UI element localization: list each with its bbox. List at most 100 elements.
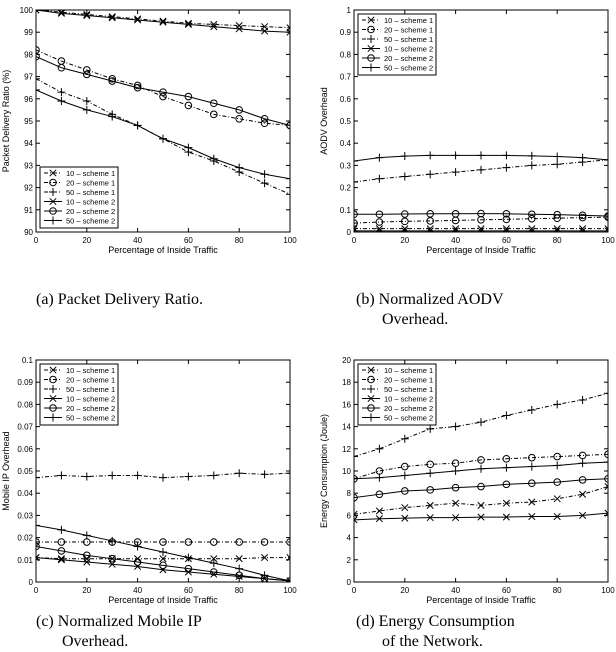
y-tick-label: 96 xyxy=(24,95,33,104)
data-point xyxy=(553,478,561,486)
data-point xyxy=(578,395,587,404)
data-point xyxy=(451,483,460,492)
legend-label: 10 – scheme 1 xyxy=(384,366,433,375)
y-axis-label: Mobile IP Overhead xyxy=(1,431,11,510)
caption-c-line1: (c) Normalized Mobile IP xyxy=(36,613,202,630)
y-tick-label: 1 xyxy=(347,6,352,15)
data-point xyxy=(235,564,244,573)
data-point xyxy=(502,209,511,218)
chart-svg-d: 0 20 40 60 80 100 0 2 4 6 8 10 12 14 16 18 20 Percentage … xyxy=(319,356,615,605)
legend-marker xyxy=(367,394,375,403)
y-tick-label: 99 xyxy=(24,28,33,37)
data-point xyxy=(209,559,218,568)
data-point xyxy=(108,112,117,121)
data-point xyxy=(401,514,409,522)
legend-marker xyxy=(49,385,57,393)
data-point xyxy=(477,513,485,521)
y-tick-label: 0.4 xyxy=(340,139,352,148)
chart-packet-delivery-ratio: 0 20 40 60 80 100 90 91 92 93 94 95 96 97 98 99 100 Perce… xyxy=(0,0,298,266)
data-point xyxy=(528,479,536,488)
y-tick-label: 98 xyxy=(24,50,33,59)
legend-label: 50 – scheme 2 xyxy=(66,216,115,225)
legend-label: 20 – scheme 2 xyxy=(66,207,115,216)
x-tick-label: 0 xyxy=(352,586,357,595)
data-point xyxy=(184,538,193,546)
data-point xyxy=(451,168,460,177)
y-tick-label: 14 xyxy=(342,423,351,432)
data-point xyxy=(108,75,116,83)
legend-label: 10 – scheme 1 xyxy=(66,169,115,178)
x-tick-label: 100 xyxy=(601,586,615,595)
legend-label: 10 – scheme 1 xyxy=(384,16,433,25)
data-point xyxy=(354,516,358,524)
data-point xyxy=(108,536,117,545)
data-point xyxy=(133,81,142,90)
x-axis-label: Percentage of Inside Traffic xyxy=(426,595,536,605)
data-point xyxy=(426,209,434,218)
chart-mobile-ip-overhead: 0 20 40 60 80 100 0 0.01 0.02 0.03 0.04 0.05 0.06 0.0… xyxy=(0,350,298,616)
data-point xyxy=(235,21,243,30)
data-point xyxy=(210,538,218,546)
data-point xyxy=(426,170,435,179)
data-point xyxy=(527,151,536,160)
y-tick-label: 18 xyxy=(342,378,351,387)
data-point xyxy=(426,227,434,232)
legend-marker xyxy=(367,25,375,34)
data-point xyxy=(401,462,409,471)
data-point xyxy=(401,487,409,495)
y-tick-label: 0.5 xyxy=(340,117,352,126)
legend-label: 10 – scheme 2 xyxy=(66,197,115,206)
legend-label: 50 – scheme 2 xyxy=(66,413,115,422)
legend-marker xyxy=(49,188,57,196)
data-point xyxy=(579,511,587,519)
data-point xyxy=(260,170,269,179)
data-point xyxy=(83,551,91,560)
data-point xyxy=(354,219,358,227)
data-point xyxy=(502,454,511,463)
data-point xyxy=(477,151,485,160)
legend-label: 20 – scheme 1 xyxy=(384,25,433,34)
data-point xyxy=(477,501,485,509)
data-point xyxy=(604,509,608,517)
data-point xyxy=(400,434,409,443)
x-tick-label: 100 xyxy=(601,236,615,245)
data-point xyxy=(502,463,511,472)
legend-label: 20 – scheme 2 xyxy=(384,54,433,63)
data-point xyxy=(477,227,485,232)
series-line-2 xyxy=(36,49,290,126)
legend-marker xyxy=(367,366,375,374)
data-point xyxy=(235,538,243,546)
x-tick-label: 80 xyxy=(235,236,244,245)
data-point xyxy=(579,490,587,498)
data-point xyxy=(604,227,608,232)
legend-label: 20 – scheme 2 xyxy=(384,404,433,413)
y-tick-label: 90 xyxy=(24,228,33,237)
data-point xyxy=(553,461,562,470)
legend-marker xyxy=(49,178,57,187)
legend-marker xyxy=(367,44,375,53)
data-point xyxy=(210,568,218,576)
data-point xyxy=(502,163,511,172)
data-point xyxy=(527,405,536,414)
y-tick-label: 0.9 xyxy=(340,28,352,37)
data-point xyxy=(159,561,167,570)
legend: 10 – scheme 120 – scheme 150 – scheme 11… xyxy=(39,166,119,229)
legend: 10 – scheme 120 – scheme 150 – scheme 11… xyxy=(357,13,437,76)
data-point xyxy=(502,411,511,420)
data-point xyxy=(528,512,536,521)
data-point xyxy=(36,473,40,482)
x-tick-label: 20 xyxy=(400,236,409,245)
caption-d-line1: (d) Energy Consumption xyxy=(356,613,515,630)
data-point xyxy=(209,154,218,163)
legend-marker xyxy=(367,63,375,72)
data-point xyxy=(400,172,409,181)
data-point xyxy=(375,174,384,183)
data-point xyxy=(184,553,193,562)
y-tick-label: 6 xyxy=(347,511,352,520)
data-point xyxy=(604,458,608,467)
series-line-3 xyxy=(36,78,290,195)
data-point xyxy=(451,459,460,468)
data-point xyxy=(159,92,167,101)
y-tick-label: 0.04 xyxy=(17,489,33,498)
legend-marker xyxy=(367,404,375,412)
